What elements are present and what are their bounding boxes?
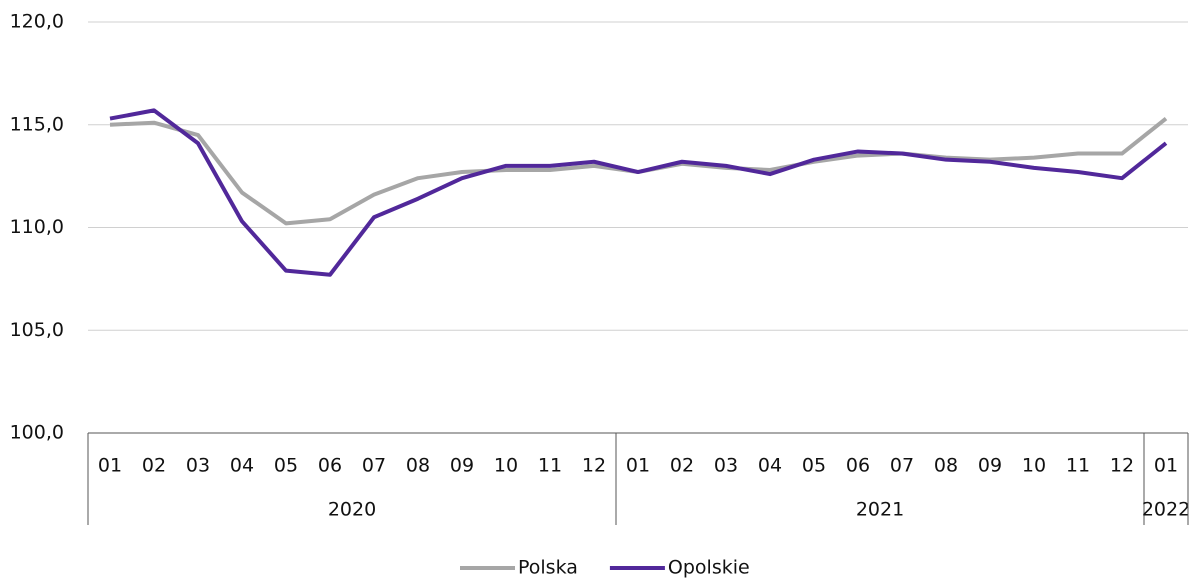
x-group-label: 2020: [328, 499, 376, 521]
x-tick-label: 03: [186, 455, 210, 477]
x-tick-label: 10: [494, 455, 518, 477]
x-group-label: 2022: [1142, 499, 1190, 521]
legend-label: Opolskie: [668, 557, 750, 579]
x-tick-label: 06: [846, 455, 870, 477]
x-tick-label: 02: [142, 455, 166, 477]
x-tick-label: 09: [450, 455, 474, 477]
x-tick-label: 04: [230, 455, 254, 477]
x-tick-label: 12: [582, 455, 606, 477]
x-tick-label: 08: [406, 455, 430, 477]
x-tick-label: 11: [538, 455, 562, 477]
y-tick-label: 105,0: [10, 319, 64, 341]
y-tick-label: 115,0: [10, 113, 64, 135]
y-tick-label: 100,0: [10, 422, 64, 444]
x-tick-label: 01: [98, 455, 122, 477]
x-tick-label: 05: [802, 455, 826, 477]
x-tick-label: 07: [890, 455, 914, 477]
x-tick-label: 09: [978, 455, 1002, 477]
x-tick-label: 01: [626, 455, 650, 477]
x-tick-label: 07: [362, 455, 386, 477]
legend-label: Polska: [518, 557, 578, 579]
x-group-label: 2021: [856, 499, 904, 521]
x-tick-label: 11: [1066, 455, 1090, 477]
y-tick-label: 120,0: [10, 11, 64, 33]
x-tick-label: 02: [670, 455, 694, 477]
series-line: [109, 108, 1168, 277]
x-tick-label: 06: [318, 455, 342, 477]
x-tick-label: 04: [758, 455, 782, 477]
x-tick-label: 10: [1022, 455, 1046, 477]
x-tick-label: 12: [1110, 455, 1134, 477]
y-tick-label: 110,0: [10, 216, 64, 238]
x-tick-label: 03: [714, 455, 738, 477]
x-tick-label: 01: [1154, 455, 1178, 477]
x-tick-label: 08: [934, 455, 958, 477]
x-tick-label: 05: [274, 455, 298, 477]
